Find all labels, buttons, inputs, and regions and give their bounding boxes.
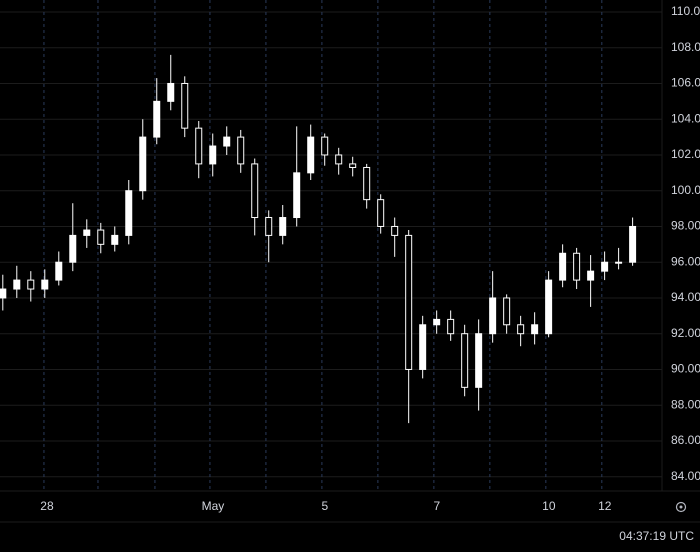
candle-body (55, 261, 63, 281)
x-tick-label: 10 (542, 499, 556, 513)
candle-body (573, 252, 581, 281)
y-tick-label: 106.00 (671, 76, 700, 90)
candle-body (335, 154, 343, 165)
candle-body (0, 288, 7, 299)
candle-body (13, 279, 21, 290)
candle-body (461, 333, 469, 388)
candle-body (251, 163, 259, 219)
y-tick-label: 86.00 (671, 433, 700, 447)
settings-dot (679, 505, 683, 509)
candle-body (307, 136, 315, 174)
candles (0, 54, 637, 424)
candle-body (587, 270, 595, 281)
y-tick-label: 98.00 (671, 219, 700, 233)
candle-body (279, 217, 287, 236)
candle-body (139, 136, 147, 192)
candle-body (531, 324, 539, 335)
candle-body (265, 217, 273, 236)
clock: 04:37:19 UTC (619, 529, 694, 543)
candle-body (97, 229, 105, 245)
y-tick-label: 90.00 (671, 362, 700, 376)
y-tick-label: 108.00 (671, 40, 700, 54)
candle-body (349, 163, 357, 168)
candle-body (237, 136, 245, 165)
candle-body (69, 234, 77, 263)
candle-body (601, 261, 609, 272)
x-tick-label: 7 (434, 499, 441, 513)
x-tick-label: May (202, 499, 225, 513)
candle-body (153, 100, 161, 138)
candle-body (433, 318, 441, 326)
candle-body (167, 82, 175, 102)
candle-body (629, 225, 637, 263)
x-tick-label: 12 (598, 499, 612, 513)
candle-body (377, 199, 385, 227)
candle-body (447, 318, 455, 335)
y-tick-label: 100.00 (671, 183, 700, 197)
candle-body (475, 333, 483, 388)
x-tick-label: 5 (322, 499, 329, 513)
candle-body (559, 252, 567, 281)
candle-body (125, 190, 133, 236)
y-tick-label: 110.00 (671, 4, 700, 18)
candle-body (545, 279, 553, 335)
candle-body (405, 234, 413, 370)
candle-body (41, 279, 49, 290)
candle-body (195, 127, 203, 165)
candle-body (489, 297, 497, 335)
y-tick-label: 92.00 (671, 326, 700, 340)
candle-body (615, 261, 623, 264)
candle-body (363, 166, 371, 201)
candle-body (419, 324, 427, 370)
x-tick-label: 28 (40, 499, 54, 513)
y-tick-label: 104.00 (671, 111, 700, 125)
settings-icon[interactable] (675, 501, 687, 513)
candle-body (517, 324, 525, 335)
candle-body (209, 145, 217, 165)
candle-body (503, 297, 511, 326)
candle-body (83, 229, 91, 236)
y-tick-label: 96.00 (671, 254, 700, 268)
candle-body (391, 225, 399, 236)
candle-body (223, 136, 231, 147)
candle-body (111, 234, 119, 245)
y-tick-label: 94.00 (671, 290, 700, 304)
candle-body (181, 82, 189, 129)
candle-body (293, 172, 301, 219)
settings-ring (675, 501, 687, 513)
candle-body (321, 136, 329, 156)
y-tick-label: 88.00 (671, 397, 700, 411)
y-tick-label: 102.00 (671, 147, 700, 161)
y-tick-label: 84.00 (671, 469, 700, 483)
grid (0, 0, 662, 491)
candle-body (27, 279, 35, 290)
